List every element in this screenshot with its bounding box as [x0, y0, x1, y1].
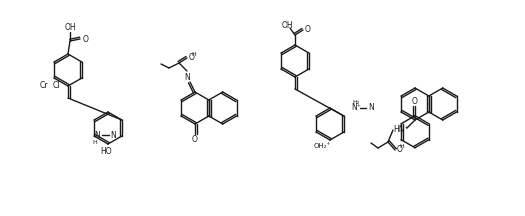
Text: O: O — [397, 146, 403, 154]
Text: OH: OH — [64, 24, 76, 32]
Text: O: O — [305, 25, 311, 35]
Text: Cl: Cl — [52, 81, 60, 91]
Text: HO: HO — [100, 148, 112, 157]
Text: N: N — [368, 103, 374, 113]
Text: O: O — [83, 35, 89, 43]
Text: OH₂⁺: OH₂⁺ — [313, 143, 331, 149]
Text: O: O — [412, 97, 418, 106]
Text: OH: OH — [281, 21, 293, 30]
Text: H₂: H₂ — [352, 100, 360, 105]
Text: O: O — [189, 54, 195, 62]
Text: N: N — [184, 73, 190, 81]
Text: H: H — [192, 52, 196, 57]
Text: HN⁺: HN⁺ — [393, 125, 409, 135]
Text: O: O — [192, 135, 198, 143]
Text: N⁺: N⁺ — [351, 103, 361, 113]
Text: Cr: Cr — [39, 81, 48, 91]
Text: H: H — [93, 140, 98, 145]
Text: N: N — [110, 130, 116, 140]
Text: N: N — [94, 130, 100, 140]
Text: H: H — [400, 145, 404, 149]
